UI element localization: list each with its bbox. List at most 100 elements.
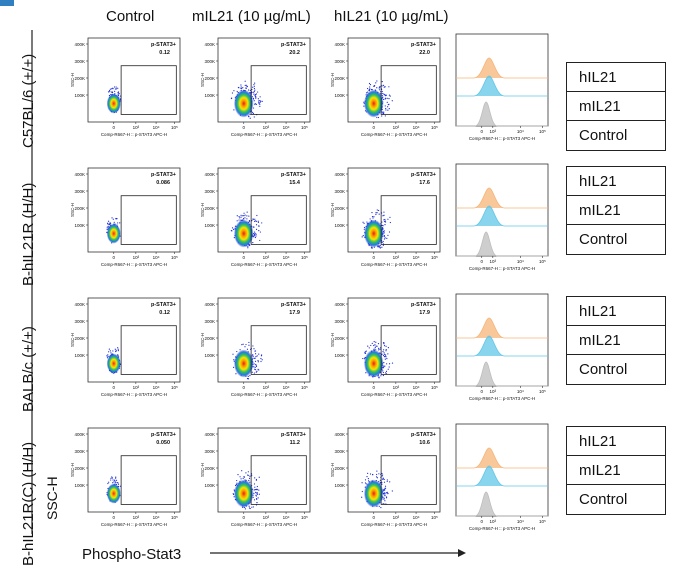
y-tick-label: 200K [204, 76, 215, 81]
event-dot [378, 473, 380, 475]
event-dot [254, 368, 256, 370]
event-dot [246, 85, 249, 87]
event-dot [107, 220, 110, 222]
gate-percentage: 15.4 [289, 180, 301, 186]
y-tick-label: 300K [74, 59, 85, 64]
histogram-frame [455, 293, 549, 387]
event-dot [363, 226, 366, 229]
density-core [363, 349, 384, 378]
x-tick-label: 10³ [393, 515, 400, 520]
y-tick-label: 400K [334, 432, 345, 437]
plot-x-axis-label: Comp-R667-H :: p-STAT3 APC-H [101, 262, 167, 267]
x-axis-arrow-head [458, 549, 466, 557]
histogram-x-tick-label: 10³ [490, 389, 497, 394]
event-dot [244, 217, 246, 219]
y-tick-label: 100K [334, 483, 345, 488]
x-tick-label: 10³ [263, 125, 270, 130]
event-dot [379, 86, 381, 89]
event-dot [261, 222, 263, 224]
event-dot [245, 343, 247, 346]
event-dot [370, 344, 372, 347]
event-dot [385, 354, 387, 356]
plot-frame [87, 427, 181, 513]
gate-box [380, 455, 437, 505]
histogram-mil21 [456, 335, 548, 357]
event-dot [244, 80, 246, 82]
event-dot [388, 98, 390, 100]
event-dot [231, 230, 233, 232]
event-dot [255, 478, 258, 481]
y-tick-label: 400K [204, 42, 215, 47]
event-dot [252, 218, 255, 220]
x-tick-label: 10³ [393, 385, 400, 390]
event-dot [381, 483, 383, 485]
event-dot [110, 88, 113, 90]
plot-frame [87, 297, 181, 383]
event-dot [378, 213, 380, 215]
event-dot [117, 354, 119, 356]
gate-box [380, 195, 437, 245]
event-dot [381, 94, 383, 97]
plot-frame [217, 167, 311, 253]
event-dot [386, 237, 388, 239]
legend-item-hil21: hIL21 [567, 427, 665, 456]
event-dot [387, 106, 389, 108]
event-dot [384, 358, 386, 360]
x-tick-label: 10³ [263, 515, 270, 520]
event-dot [113, 481, 115, 483]
histogram-x-tick-label: 10³ [490, 259, 497, 264]
plot-x-axis-label: Comp-R667-H :: p-STAT3 APC-H [361, 262, 427, 267]
plot-x-axis-label: Comp-R667-H :: p-STAT3 APC-H [361, 392, 427, 397]
event-dot [259, 231, 261, 233]
y-tick-label: 400K [334, 42, 345, 47]
density-core [233, 89, 254, 118]
event-dot [109, 91, 111, 93]
event-dot [108, 348, 110, 350]
histogram-x-tick-label: 10⁵ [539, 519, 546, 524]
event-dot [258, 353, 260, 355]
gate-label: p-STAT3+ [151, 172, 176, 178]
x-tick-label: 0 [113, 515, 116, 520]
density-core [363, 479, 384, 508]
event-dot [240, 478, 242, 480]
histogram-x-axis-label: Comp-R667-H :: p-STAT3 APC-H [469, 136, 535, 141]
event-dot [248, 344, 250, 346]
x-tick-label: 10⁴ [413, 385, 420, 390]
event-dot [391, 100, 393, 102]
event-dot [384, 495, 386, 497]
event-dot [378, 347, 380, 349]
event-dot [255, 371, 257, 373]
event-dot [261, 100, 263, 102]
gate-percentage: 0.086 [156, 180, 170, 186]
y-tick-label: 100K [204, 353, 215, 358]
event-dot [385, 350, 387, 352]
event-dot [384, 485, 387, 487]
plot-y-axis-label: SSC-H [200, 463, 205, 477]
gate-label: p-STAT3+ [281, 302, 306, 308]
histogram-frame [455, 163, 549, 257]
density-core [106, 483, 121, 504]
event-dot [376, 80, 378, 82]
event-dot [379, 247, 381, 249]
event-dot [254, 360, 257, 362]
event-dot [108, 481, 110, 483]
event-dot [387, 109, 389, 111]
event-dot [254, 94, 257, 96]
event-dot [381, 241, 383, 244]
event-dot [369, 84, 372, 86]
event-dot [383, 211, 385, 213]
gate-label: p-STAT3+ [411, 302, 436, 308]
gate-label: p-STAT3+ [411, 42, 436, 48]
event-dot [368, 347, 370, 349]
event-dot [247, 89, 250, 91]
event-dot [386, 479, 388, 481]
event-dot [256, 492, 259, 494]
plot-y-axis-label: SSC-H [330, 203, 335, 217]
event-dot [248, 219, 251, 222]
event-dot [383, 219, 385, 221]
event-dot [376, 477, 379, 479]
event-dot [238, 87, 240, 89]
y-tick-label: 100K [74, 223, 85, 228]
event-dot [380, 506, 382, 509]
